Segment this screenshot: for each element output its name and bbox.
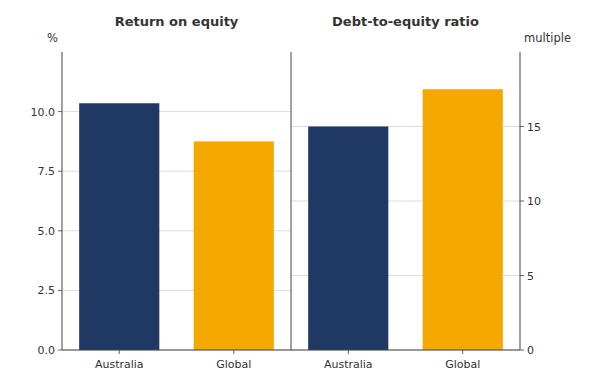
y-tick-label: 7.5	[38, 165, 56, 178]
x-tick	[348, 350, 349, 354]
y-axis-label: %	[47, 31, 58, 45]
y-tick-label: 2.5	[38, 284, 56, 297]
x-axis-line	[291, 350, 520, 351]
x-tick-label: Global	[445, 358, 480, 371]
y-tick-label: 10.0	[31, 106, 56, 119]
y-tick	[58, 350, 62, 351]
y-tick-label: 0	[527, 344, 534, 357]
x-tick-label: Global	[216, 358, 251, 371]
y-tick	[520, 201, 524, 202]
y-tick	[58, 230, 62, 231]
panel-divider	[291, 52, 292, 350]
grid-line	[62, 350, 291, 351]
grid-line	[291, 350, 520, 351]
bar	[79, 103, 159, 350]
y-tick	[58, 111, 62, 112]
y-tick	[520, 275, 524, 276]
bar	[423, 89, 503, 350]
chart-svg: 0.0 2.5 5.0 7.5 10.0 Australia Global Return on…	[0, 0, 606, 391]
y-tick	[520, 126, 524, 127]
chart-container: 0.0 2.5 5.0 7.5 10.0 Australia Global Return on…	[0, 0, 606, 391]
x-axis-line	[62, 350, 291, 351]
panel: 0 5 10 15 Australia Global Debt-to-equity rati…	[291, 14, 571, 371]
x-tick	[462, 350, 463, 354]
panel-title: Return on equity	[115, 14, 239, 29]
y-axis-line	[62, 52, 63, 350]
bar	[308, 127, 388, 351]
x-tick-label: Australia	[95, 358, 144, 371]
y-tick	[58, 171, 62, 172]
bars	[79, 103, 274, 350]
y-tick-label: 15	[527, 121, 541, 134]
bars	[308, 89, 503, 350]
panel-title: Debt-to-equity ratio	[332, 14, 479, 29]
y-tick-label: 10	[527, 195, 541, 208]
panel: 0.0 2.5 5.0 7.5 10.0 Australia Global Return on…	[31, 14, 292, 371]
y-tick-label: 5	[527, 270, 534, 283]
x-tick	[119, 350, 120, 354]
bar	[194, 141, 274, 350]
x-tick	[233, 350, 234, 354]
y-axis-line	[520, 52, 521, 350]
y-tick	[520, 350, 524, 351]
y-tick-label: 0.0	[38, 344, 56, 357]
y-tick	[58, 290, 62, 291]
y-tick-label: 5.0	[38, 225, 56, 238]
y-axis-label: multiple	[524, 31, 571, 45]
x-tick-label: Australia	[324, 358, 373, 371]
